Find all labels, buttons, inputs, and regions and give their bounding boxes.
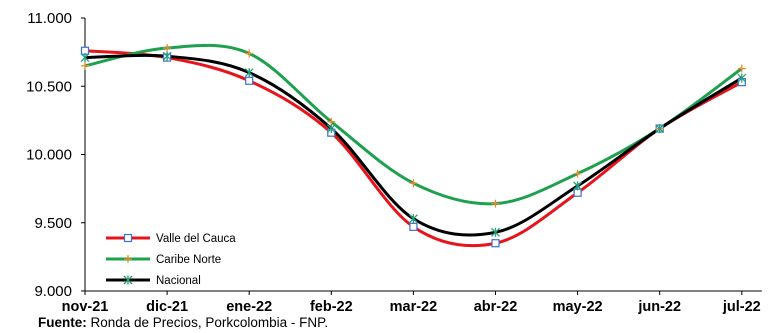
data-point-caribe-norte [163, 44, 172, 53]
chart-legend: Valle del Cauca Caribe Norte Nacional [106, 233, 236, 287]
x-tick-label: mar-22 [390, 299, 438, 315]
data-point-nacional [326, 124, 336, 134]
data-point-valle-del-cauca [245, 76, 254, 85]
legend-label: Valle del Cauca [156, 233, 236, 245]
data-point-nacional [80, 53, 90, 63]
x-tick-label: jul-22 [722, 299, 761, 315]
data-point-caribe-norte [491, 199, 500, 208]
data-point-valle-del-cauca [491, 239, 500, 248]
legend-label: Nacional [156, 275, 201, 287]
x-tick-label: dic-21 [146, 299, 188, 315]
x-tick-label: nov-21 [62, 299, 109, 315]
y-tick-label: 9.000 [34, 283, 72, 300]
x-tick-label: ene-22 [226, 299, 272, 315]
data-point-nacional [737, 73, 747, 83]
x-tick-label: feb-22 [310, 299, 353, 315]
data-point-caribe-norte [573, 169, 582, 178]
legend-marker [123, 233, 133, 243]
series-line-nacional [84, 53, 743, 237]
data-point-nacional [162, 51, 172, 61]
data-point-caribe-norte [409, 179, 418, 188]
legend-marker [123, 275, 133, 285]
data-point-nacional [655, 124, 665, 134]
y-tick-label: 10.000 [26, 147, 72, 164]
legend-label: Caribe Norte [156, 254, 221, 266]
data-point-caribe-norte [81, 61, 89, 70]
source-label: Fuente: [38, 315, 87, 330]
x-tick-label: jun-22 [637, 299, 681, 315]
x-tick-label: abr-22 [474, 299, 518, 315]
y-tick-label: 9.500 [34, 215, 72, 232]
data-point-nacional [491, 227, 500, 237]
chart-axes [81, 17, 762, 295]
data-point-nacional [244, 68, 254, 78]
data-point-valle-del-cauca [409, 222, 418, 231]
y-tick-label: 11.000 [27, 10, 72, 27]
data-point-nacional [408, 214, 418, 224]
source-text: Ronda de Precios, Porkcolombia - FNP. [86, 315, 329, 330]
data-point-caribe-norte [737, 64, 746, 73]
data-point-nacional [573, 181, 583, 191]
x-tick-label: may-22 [553, 299, 603, 315]
data-point-caribe-norte [245, 49, 254, 58]
y-tick-label: 10.500 [26, 78, 72, 95]
source-note: Fuente: Ronda de Precios, Porkcolombia -… [38, 315, 328, 330]
legend-marker [124, 255, 132, 263]
y-axis-tick-labels: 9.000 9.500 10.000 10.500 11.000 [26, 10, 72, 300]
series-markers [80, 44, 747, 248]
x-axis-tick-labels: nov-21 dic-21 ene-22 feb-22 mar-22 abr-22 may-… [62, 299, 761, 315]
